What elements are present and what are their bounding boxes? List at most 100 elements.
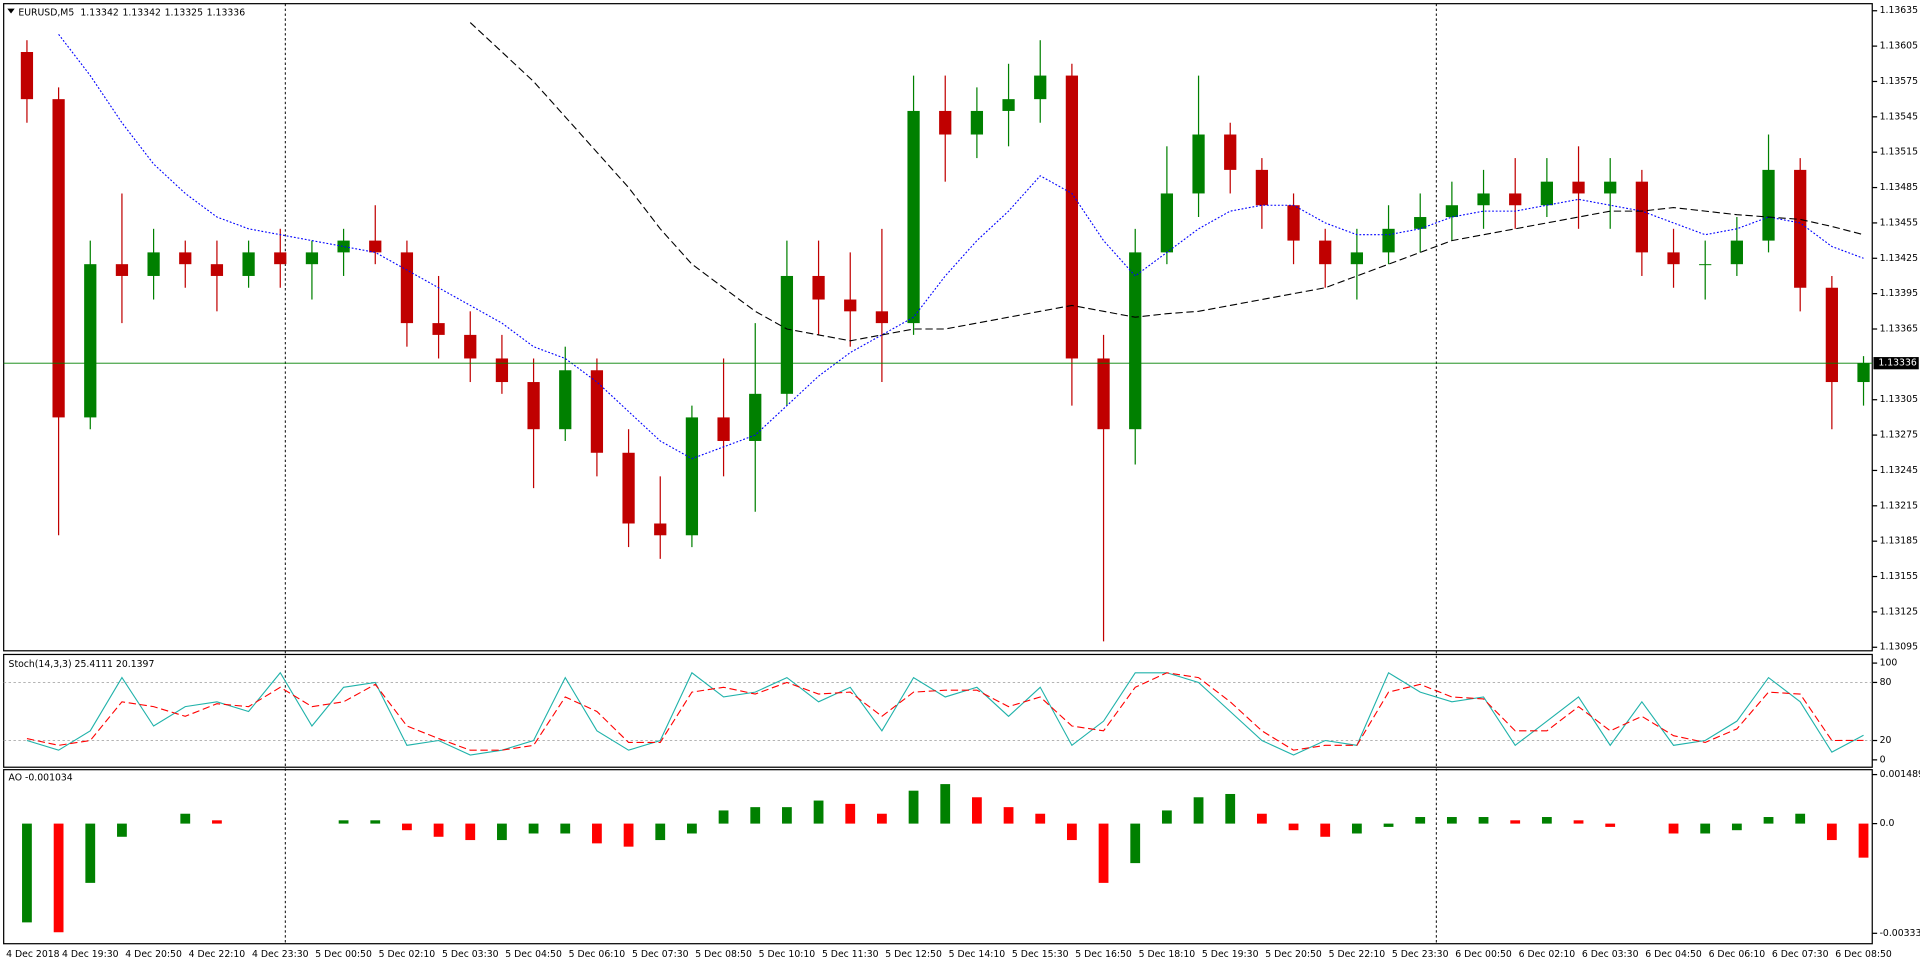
x-tick-label: 4 Dec 2018	[6, 949, 60, 960]
ao-bar	[433, 823, 444, 837]
menu-arrow[interactable]	[7, 8, 15, 14]
candle-body	[1540, 181, 1553, 206]
y-tick-label: 100	[1880, 658, 1898, 669]
y-tick-label: 1.13395	[1880, 288, 1919, 299]
x-tick-label: 5 Dec 07:30	[632, 949, 689, 960]
ao-bar	[1098, 823, 1109, 883]
candle-body	[875, 311, 889, 324]
bar-close: 1.13336	[207, 7, 246, 18]
candle-body	[52, 99, 65, 418]
y-tick-label: 1.13095	[1880, 642, 1919, 653]
ao-bar	[1351, 823, 1362, 834]
ao-bar	[623, 823, 634, 847]
ao-bar	[1795, 813, 1806, 824]
ao-bar	[1035, 813, 1046, 824]
x-tick-label: 5 Dec 23:30	[1392, 949, 1449, 960]
ao-bar	[370, 820, 381, 824]
x-tick-label: 5 Dec 02:10	[379, 949, 436, 960]
candle-body	[622, 452, 635, 524]
candle-body	[1604, 181, 1617, 194]
y-tick-label: 1.13155	[1880, 571, 1919, 582]
candle-body	[1224, 134, 1237, 170]
y-tick-label: 20	[1880, 735, 1892, 746]
ao-bar	[1066, 823, 1077, 841]
candle-body	[527, 382, 540, 430]
x-tick-label: 6 Dec 02:10	[1519, 949, 1576, 960]
candle-body	[1350, 252, 1364, 265]
candle-body	[432, 323, 445, 335]
ao-bar	[1478, 817, 1489, 824]
x-tick-label: 5 Dec 15:30	[1012, 949, 1069, 960]
y-tick-label: 0.0	[1880, 818, 1895, 829]
ao-title: AO -0.001034	[9, 773, 73, 784]
candle-body	[179, 252, 192, 265]
candle-body	[210, 264, 224, 276]
candle-body	[464, 334, 477, 359]
candle-body	[654, 523, 667, 536]
candle-body	[1034, 75, 1047, 100]
ao-bar	[338, 820, 349, 824]
ao-bar	[1446, 817, 1457, 824]
candle-body	[337, 240, 350, 253]
x-tick-label: 4 Dec 19:30	[62, 949, 119, 960]
symbol: EURUSD,M5	[18, 7, 74, 18]
ao-bar	[85, 823, 96, 883]
candle-body	[1509, 193, 1522, 206]
candle-body	[1255, 169, 1269, 206]
ao-bar	[117, 823, 127, 837]
y-tick-label: 1.13305	[1880, 394, 1919, 405]
candle-body	[305, 252, 319, 265]
candle-body	[590, 370, 604, 453]
ao-bar	[655, 823, 666, 841]
x-tick-label: 5 Dec 08:50	[695, 949, 752, 960]
ao-bar	[497, 823, 507, 841]
current-price-label: 1.13336	[1878, 358, 1917, 369]
ao-bar	[1288, 823, 1299, 831]
candle-body	[20, 52, 34, 100]
candle-body	[907, 110, 920, 324]
candle-body	[1572, 181, 1585, 194]
y-tick-label: 1.13515	[1880, 147, 1919, 158]
candle-body	[242, 252, 255, 276]
x-tick-label: 5 Dec 06:10	[569, 949, 626, 960]
y-tick-label: 1.13545	[1880, 111, 1919, 122]
ao-bar	[1858, 823, 1869, 858]
ao-bar	[782, 807, 792, 824]
candle-body	[559, 370, 572, 430]
candle-body	[1192, 134, 1205, 194]
ao-bar	[1826, 823, 1837, 841]
candle-body	[1129, 252, 1142, 430]
candle-body	[1825, 287, 1838, 383]
ao-bar	[53, 823, 64, 933]
x-tick-label: 5 Dec 11:30	[822, 949, 879, 960]
candle-body	[1762, 169, 1775, 241]
candle-body	[1319, 240, 1332, 265]
ao-bar	[813, 800, 824, 824]
x-tick-label: 5 Dec 22:10	[1329, 949, 1386, 960]
candle-body	[115, 264, 129, 276]
stoch-line	[26, 672, 1864, 751]
x-tick-label: 5 Dec 04:50	[505, 949, 562, 960]
candle-body	[1414, 217, 1427, 229]
ao-bar	[1668, 823, 1679, 834]
ao-bar	[1541, 817, 1552, 824]
y-tick-label: 1.13635	[1880, 5, 1919, 16]
candle-body	[1794, 169, 1807, 288]
symbol-header: EURUSD,M5 1.13342 1.13342 1.13325 1.13336	[18, 7, 245, 18]
candle-body	[1667, 252, 1680, 265]
ao-bar	[1225, 793, 1236, 824]
ao-bar	[972, 797, 982, 824]
candle-body	[1002, 99, 1015, 111]
ao-bar	[1510, 820, 1521, 824]
ao-bar	[718, 810, 729, 824]
x-tick-label: 5 Dec 10:10	[759, 949, 816, 960]
x-tick-label: 6 Dec 04:50	[1645, 949, 1702, 960]
x-tick-label: 4 Dec 20:50	[125, 949, 182, 960]
y-tick-label: 1.13125	[1880, 606, 1919, 617]
ao-bar	[1700, 823, 1711, 834]
y-tick-label: -0.003332	[1880, 928, 1920, 939]
y-tick-label: 1.13275	[1880, 430, 1919, 441]
y-tick-label: 1.13605	[1880, 41, 1919, 52]
candle-body	[1160, 193, 1174, 253]
